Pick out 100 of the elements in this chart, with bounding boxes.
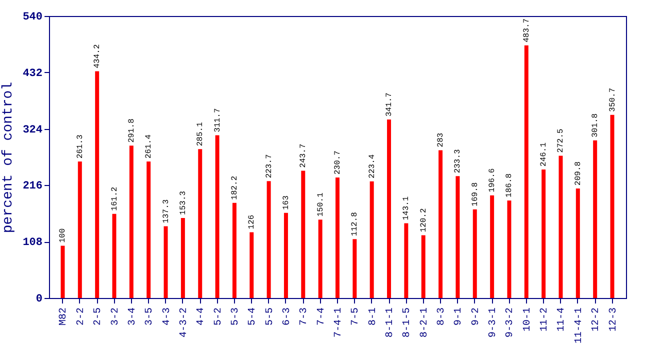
bar bbox=[542, 169, 546, 298]
bar bbox=[95, 71, 100, 298]
data-label: 261.3 bbox=[76, 134, 85, 159]
x-tick-label: 8-1-5 bbox=[402, 308, 414, 338]
bar bbox=[352, 239, 357, 298]
data-label: 350.7 bbox=[608, 88, 618, 112]
bar bbox=[336, 178, 340, 298]
bar bbox=[250, 232, 254, 298]
bar bbox=[215, 135, 220, 298]
x-tick-label: 5-4 bbox=[248, 308, 259, 326]
data-label: 163 bbox=[282, 195, 291, 210]
bar bbox=[318, 220, 322, 298]
bar bbox=[610, 114, 614, 298]
x-tick-label: 2-2 bbox=[76, 308, 87, 326]
x-tick-label: 8-3 bbox=[436, 308, 448, 326]
bar bbox=[438, 150, 443, 298]
x-tick-label: 9-2 bbox=[470, 308, 482, 326]
x-tick-label: 7-5 bbox=[350, 308, 362, 326]
bar bbox=[164, 226, 168, 298]
x-tick-label: 9-3-1 bbox=[488, 308, 500, 338]
data-label: 285.1 bbox=[196, 122, 206, 146]
y-tick-label: 216 bbox=[22, 180, 42, 193]
data-label: 243.7 bbox=[299, 144, 308, 168]
bar bbox=[456, 176, 460, 298]
data-label: 434.2 bbox=[93, 44, 102, 68]
bar bbox=[146, 161, 151, 298]
x-tick-label: 12-3 bbox=[608, 308, 620, 332]
data-label: 311.7 bbox=[213, 108, 222, 132]
x-tick-label: 3-2 bbox=[110, 308, 122, 326]
data-label: 291.8 bbox=[127, 118, 136, 143]
x-tick-label: 11-2 bbox=[540, 308, 551, 332]
y-tick-label: 108 bbox=[22, 237, 43, 250]
bar bbox=[370, 181, 374, 298]
x-tick-label: 4-3 bbox=[162, 308, 173, 326]
data-label: 230.7 bbox=[334, 150, 342, 175]
x-tick-label: 7-4-1 bbox=[334, 308, 344, 338]
bar bbox=[266, 181, 271, 298]
x-tick-label: 9-3-2 bbox=[505, 308, 516, 338]
x-tick-label: 4-3-2 bbox=[178, 308, 190, 338]
bar bbox=[576, 188, 580, 298]
bar bbox=[78, 162, 82, 298]
data-label: 186.8 bbox=[505, 173, 514, 198]
bar bbox=[404, 223, 408, 298]
data-label: 150.1 bbox=[316, 192, 326, 217]
bar bbox=[593, 140, 598, 298]
bar bbox=[301, 170, 306, 298]
data-label: 261.4 bbox=[144, 134, 154, 158]
x-tick-label: 8-1 bbox=[368, 308, 379, 326]
y-tick-label: 540 bbox=[22, 12, 42, 24]
y-axis-title: percent of control bbox=[0, 82, 17, 234]
bar bbox=[60, 246, 65, 298]
x-tick-label: 3-5 bbox=[144, 308, 156, 326]
data-label: 483.7 bbox=[522, 18, 532, 42]
x-tick-label: 8-1-1 bbox=[385, 308, 396, 338]
y-tick-label: 324 bbox=[22, 124, 43, 136]
x-tick-label: 9-1 bbox=[454, 308, 465, 326]
data-label: 126 bbox=[248, 214, 257, 230]
x-tick-label: 7-3 bbox=[299, 308, 310, 326]
bar bbox=[421, 235, 426, 298]
data-label: 153.3 bbox=[178, 190, 188, 215]
data-label: 182.2 bbox=[230, 176, 240, 200]
data-label: 223.4 bbox=[368, 154, 377, 178]
x-tick-label: 5-3 bbox=[230, 308, 242, 326]
data-label: 223.7 bbox=[264, 154, 274, 178]
data-label: 137.3 bbox=[162, 199, 171, 224]
bar bbox=[180, 218, 185, 298]
bar bbox=[507, 200, 512, 298]
data-label: 100 bbox=[58, 228, 68, 243]
x-tick-label: M82 bbox=[58, 308, 70, 326]
data-label: 272.5 bbox=[556, 128, 566, 153]
bar bbox=[232, 202, 236, 298]
data-label: 196.6 bbox=[488, 168, 498, 192]
x-tick-label: 5-2 bbox=[213, 308, 224, 326]
y-tick-label: 432 bbox=[22, 68, 42, 80]
bar bbox=[472, 209, 477, 298]
data-label: 112.8 bbox=[350, 212, 360, 236]
data-label: 161.2 bbox=[110, 186, 120, 211]
bar bbox=[129, 146, 134, 298]
x-tick-label: 4-4 bbox=[196, 308, 208, 326]
bar bbox=[198, 149, 202, 298]
x-tick-label: 2-5 bbox=[93, 308, 104, 326]
x-tick-label: 5-5 bbox=[264, 308, 276, 326]
data-label: 283 bbox=[436, 132, 446, 148]
x-tick-label: 12-2 bbox=[591, 308, 602, 332]
x-tick-label: 8-2-1 bbox=[419, 308, 430, 338]
x-tick-label: 6-3 bbox=[282, 308, 293, 326]
x-tick-label: 11-4-1 bbox=[574, 308, 585, 344]
y-tick-label: 0 bbox=[36, 294, 42, 306]
x-tick-label: 7-4 bbox=[316, 308, 328, 326]
bar bbox=[490, 195, 494, 298]
data-label: 143.1 bbox=[402, 196, 412, 220]
x-tick-label: 10-1 bbox=[522, 308, 534, 332]
bar bbox=[524, 45, 528, 298]
data-label: 246.1 bbox=[540, 142, 549, 166]
bar bbox=[387, 120, 392, 298]
data-label: 120.2 bbox=[419, 208, 428, 232]
x-tick-label: 11-4 bbox=[556, 308, 568, 332]
data-label: 169.8 bbox=[470, 182, 480, 206]
data-label: 301.8 bbox=[591, 113, 600, 138]
bar bbox=[112, 214, 116, 298]
